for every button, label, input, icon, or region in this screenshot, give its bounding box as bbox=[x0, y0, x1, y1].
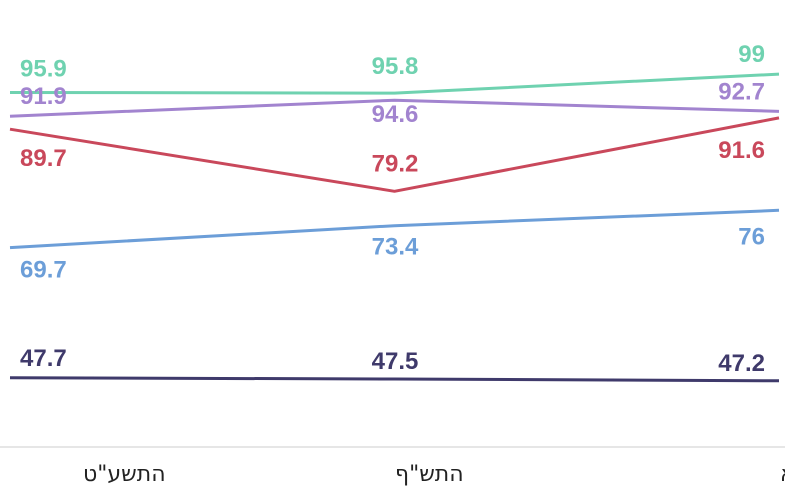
data-label-s1-p2: 95.8 bbox=[372, 53, 419, 80]
series-line-5 bbox=[9, 376, 780, 383]
data-label-s4-p1: 69.7 bbox=[20, 257, 67, 284]
x-tick-labels: התשע"ט התש"ף התשפ"א bbox=[83, 462, 785, 487]
data-label-s5-p2: 47.5 bbox=[372, 348, 419, 375]
x-tick-label-1: התשע"ט bbox=[83, 462, 166, 487]
data-label-s2-p2: 94.6 bbox=[372, 101, 419, 128]
data-label-s2-p1: 91.9 bbox=[20, 83, 67, 110]
data-label-s4-p3: 76 bbox=[738, 223, 765, 250]
series-line-4 bbox=[9, 208, 780, 250]
series-line-3 bbox=[9, 116, 780, 193]
data-label-s3-p3: 91.6 bbox=[718, 137, 765, 164]
x-tick-label-3: התשפ"א bbox=[780, 462, 785, 487]
series-line-1 bbox=[9, 72, 780, 95]
data-labels: 95.9 95.8 99 91.9 94.6 92.7 89.7 79.2 91.6 69.7 73… bbox=[20, 41, 765, 377]
series-lines bbox=[9, 72, 780, 383]
data-label-s2-p3: 92.7 bbox=[718, 78, 765, 105]
data-label-s1-p3: 99 bbox=[738, 41, 765, 68]
data-label-s5-p3: 47.2 bbox=[718, 350, 765, 377]
data-label-s4-p2: 73.4 bbox=[372, 234, 419, 261]
data-label-s1-p1: 95.9 bbox=[20, 56, 67, 83]
x-tick-label-2: התש"ף bbox=[395, 462, 464, 487]
data-label-s3-p1: 89.7 bbox=[20, 145, 67, 172]
series-line-2 bbox=[9, 98, 780, 118]
data-label-s5-p1: 47.7 bbox=[20, 345, 67, 372]
data-label-s3-p2: 79.2 bbox=[372, 150, 419, 177]
